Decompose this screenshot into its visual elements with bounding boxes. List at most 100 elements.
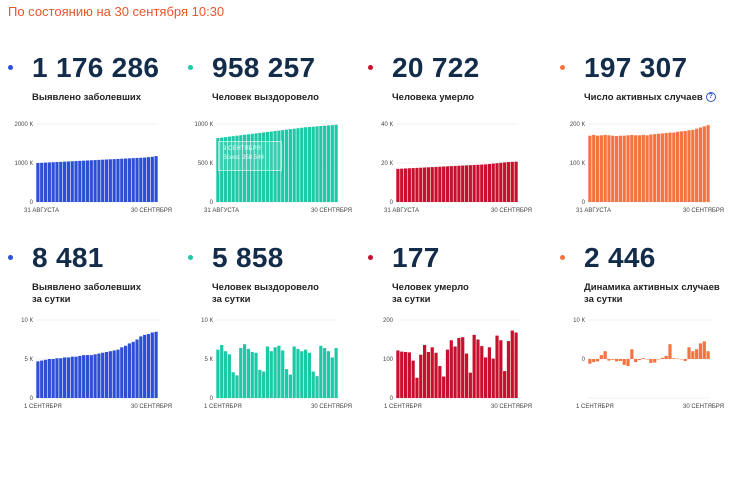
bar[interactable]	[216, 350, 219, 398]
bar[interactable]	[661, 133, 664, 202]
bar[interactable]	[315, 376, 318, 398]
bar[interactable]	[514, 332, 517, 398]
bar[interactable]	[446, 166, 449, 202]
bar[interactable]	[469, 373, 472, 398]
bar[interactable]	[438, 366, 441, 398]
bar[interactable]	[63, 357, 66, 398]
bar[interactable]	[626, 359, 629, 366]
bar[interactable]	[423, 345, 426, 398]
bar[interactable]	[476, 340, 479, 399]
bar[interactable]	[323, 348, 326, 398]
bar[interactable]	[499, 340, 502, 398]
bar[interactable]	[120, 347, 123, 398]
bar[interactable]	[334, 348, 337, 398]
bar[interactable]	[499, 163, 502, 202]
bar[interactable]	[495, 336, 498, 398]
bar[interactable]	[687, 130, 690, 202]
bar[interactable]	[695, 349, 698, 359]
bar[interactable]	[93, 160, 96, 202]
bar[interactable]	[86, 355, 89, 398]
bar[interactable]	[680, 131, 683, 202]
bar[interactable]	[480, 165, 483, 202]
bar[interactable]	[415, 378, 418, 398]
bar[interactable]	[400, 169, 403, 202]
bar[interactable]	[630, 349, 633, 359]
bar[interactable]	[649, 359, 652, 363]
bar[interactable]	[139, 336, 142, 398]
bar[interactable]	[273, 347, 276, 398]
bar[interactable]	[699, 343, 702, 359]
bar[interactable]	[446, 350, 449, 398]
bar[interactable]	[97, 160, 100, 202]
bar[interactable]	[480, 346, 483, 398]
bar[interactable]	[503, 162, 506, 202]
bar[interactable]	[116, 350, 119, 398]
bar[interactable]	[154, 156, 157, 202]
bar[interactable]	[634, 359, 637, 362]
bar[interactable]	[607, 135, 610, 202]
bar[interactable]	[404, 352, 407, 398]
bar[interactable]	[604, 351, 607, 359]
bar[interactable]	[296, 128, 299, 202]
bar[interactable]	[105, 352, 108, 398]
bar[interactable]	[300, 128, 303, 202]
bar[interactable]	[44, 360, 47, 398]
bar[interactable]	[615, 359, 618, 361]
bar[interactable]	[431, 347, 434, 398]
bar[interactable]	[415, 168, 418, 202]
bar[interactable]	[59, 162, 62, 202]
bar[interactable]	[36, 163, 39, 202]
bar[interactable]	[109, 159, 112, 202]
bar[interactable]	[90, 355, 93, 398]
bar[interactable]	[645, 135, 648, 202]
bar[interactable]	[116, 159, 119, 202]
bar[interactable]	[672, 133, 675, 202]
bar[interactable]	[492, 359, 495, 398]
bar[interactable]	[484, 164, 487, 202]
bar[interactable]	[596, 359, 599, 361]
bar[interactable]	[59, 358, 62, 398]
bar[interactable]	[588, 136, 591, 202]
bar[interactable]	[691, 130, 694, 202]
bar[interactable]	[653, 134, 656, 202]
bar[interactable]	[638, 359, 641, 360]
bar[interactable]	[607, 359, 610, 361]
bar[interactable]	[600, 135, 603, 202]
bar[interactable]	[495, 163, 498, 202]
bar[interactable]	[511, 162, 514, 202]
bar[interactable]	[642, 358, 645, 359]
bar[interactable]	[128, 343, 131, 398]
bar[interactable]	[465, 354, 468, 398]
bar[interactable]	[665, 133, 668, 202]
bar[interactable]	[626, 135, 629, 202]
bar[interactable]	[300, 351, 303, 398]
bar[interactable]	[706, 125, 709, 202]
bar[interactable]	[266, 347, 269, 398]
bar[interactable]	[308, 353, 311, 398]
bar[interactable]	[442, 377, 445, 398]
bar[interactable]	[44, 163, 47, 202]
bar[interactable]	[86, 160, 89, 202]
bar[interactable]	[251, 352, 254, 398]
bar[interactable]	[684, 131, 687, 202]
bar[interactable]	[143, 335, 146, 398]
bar[interactable]	[492, 164, 495, 202]
bar[interactable]	[55, 358, 58, 398]
bar[interactable]	[239, 348, 242, 398]
bar[interactable]	[93, 354, 96, 398]
bar[interactable]	[132, 342, 135, 398]
bar[interactable]	[67, 357, 70, 398]
bar[interactable]	[36, 361, 39, 398]
bar[interactable]	[258, 370, 261, 398]
bar[interactable]	[668, 344, 671, 359]
bar[interactable]	[82, 355, 85, 398]
bar[interactable]	[473, 165, 476, 202]
bar[interactable]	[450, 340, 453, 398]
bar[interactable]	[642, 135, 645, 202]
bar[interactable]	[270, 351, 273, 398]
bar[interactable]	[503, 371, 506, 398]
bar[interactable]	[135, 158, 138, 202]
bar[interactable]	[147, 334, 150, 398]
